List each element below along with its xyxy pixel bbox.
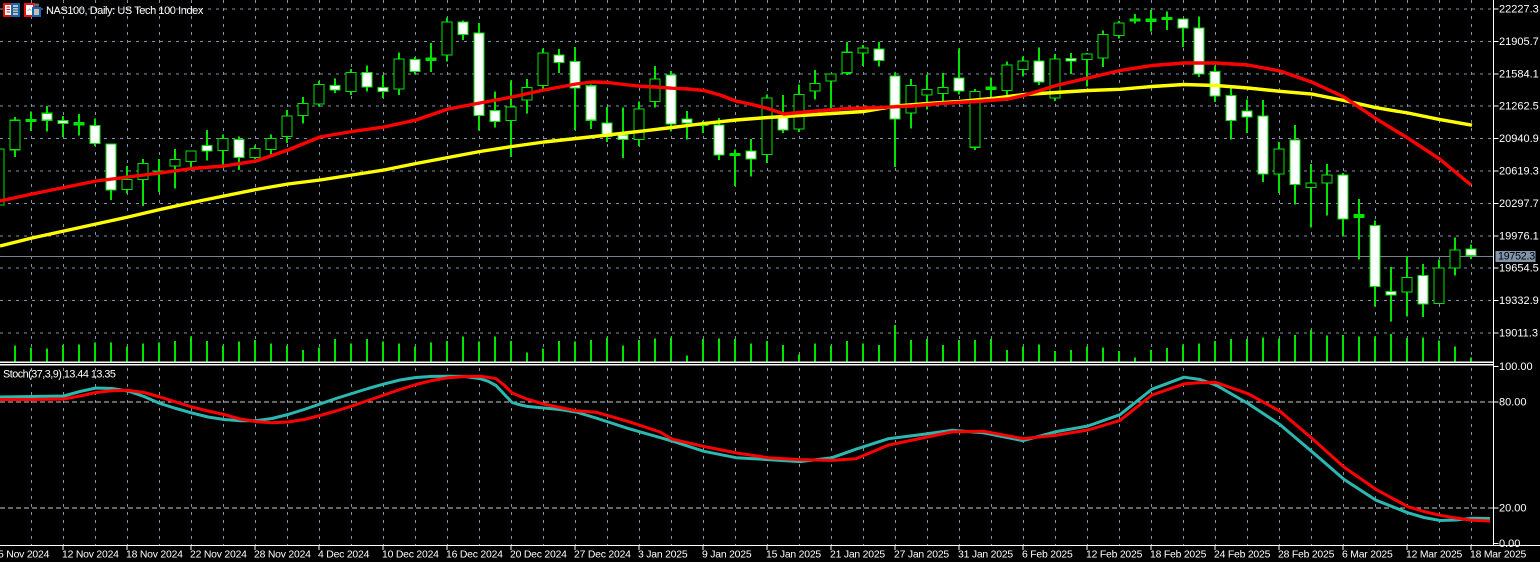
svg-text:20940.9: 20940.9 — [1499, 133, 1539, 145]
svg-text:20619.3: 20619.3 — [1499, 166, 1539, 178]
svg-text:12 Nov 2024: 12 Nov 2024 — [62, 550, 119, 561]
svg-text:6 Feb 2025: 6 Feb 2025 — [1022, 550, 1073, 561]
svg-text:31 Jan 2025: 31 Jan 2025 — [958, 550, 1013, 561]
svg-text:28 Feb 2025: 28 Feb 2025 — [1278, 550, 1335, 561]
svg-text:19332.9: 19332.9 — [1499, 295, 1539, 307]
svg-text:80.00: 80.00 — [1499, 396, 1527, 408]
svg-text:18 Mar 2025: 18 Mar 2025 — [1470, 550, 1527, 561]
svg-text:18 Nov 2024: 18 Nov 2024 — [126, 550, 183, 561]
svg-text:10 Dec 2024: 10 Dec 2024 — [382, 550, 439, 561]
svg-text:12 Mar 2025: 12 Mar 2025 — [1406, 550, 1463, 561]
svg-text:3 Jan 2025: 3 Jan 2025 — [638, 550, 688, 561]
svg-text:9 Jan 2025: 9 Jan 2025 — [702, 550, 752, 561]
svg-text:6 Mar 2025: 6 Mar 2025 — [1342, 550, 1393, 561]
svg-text:100.00: 100.00 — [1499, 361, 1533, 373]
svg-text:Stoch(37,3,9) 13.44 13.35: Stoch(37,3,9) 13.44 13.35 — [3, 369, 116, 381]
svg-text:20297.7: 20297.7 — [1499, 198, 1539, 210]
svg-text:0.00: 0.00 — [1499, 538, 1520, 550]
svg-text:19654.5: 19654.5 — [1499, 263, 1539, 275]
svg-text:27 Jan 2025: 27 Jan 2025 — [894, 550, 949, 561]
svg-text:19011.3: 19011.3 — [1499, 328, 1538, 340]
svg-text:24 Feb 2025: 24 Feb 2025 — [1214, 550, 1271, 561]
svg-text:20.00: 20.00 — [1499, 503, 1527, 515]
svg-text:21905.7: 21905.7 — [1499, 36, 1539, 48]
svg-text:5 Nov 2024: 5 Nov 2024 — [0, 550, 50, 561]
svg-text:21 Jan 2025: 21 Jan 2025 — [830, 550, 885, 561]
svg-text:28 Nov 2024: 28 Nov 2024 — [254, 550, 311, 561]
svg-text:19752.3: 19752.3 — [1498, 251, 1535, 263]
svg-text:16 Dec 2024: 16 Dec 2024 — [446, 550, 503, 561]
svg-text:18 Feb 2025: 18 Feb 2025 — [1150, 550, 1207, 561]
svg-text:21584.1: 21584.1 — [1499, 68, 1539, 80]
svg-text:NAS100, Daily: US Tech 100 Ind: NAS100, Daily: US Tech 100 Index — [46, 5, 204, 17]
svg-text:22 Nov 2024: 22 Nov 2024 — [190, 550, 247, 561]
svg-text:19976.1: 19976.1 — [1499, 230, 1539, 242]
svg-text:22227.3: 22227.3 — [1499, 4, 1539, 16]
svg-text:4 Dec 2024: 4 Dec 2024 — [318, 550, 370, 561]
svg-text:20 Dec 2024: 20 Dec 2024 — [510, 550, 567, 561]
svg-text:21262.5: 21262.5 — [1499, 101, 1539, 113]
svg-text:15 Jan 2025: 15 Jan 2025 — [766, 550, 821, 561]
svg-text:12 Feb 2025: 12 Feb 2025 — [1086, 550, 1143, 561]
svg-text:27 Dec 2024: 27 Dec 2024 — [574, 550, 631, 561]
